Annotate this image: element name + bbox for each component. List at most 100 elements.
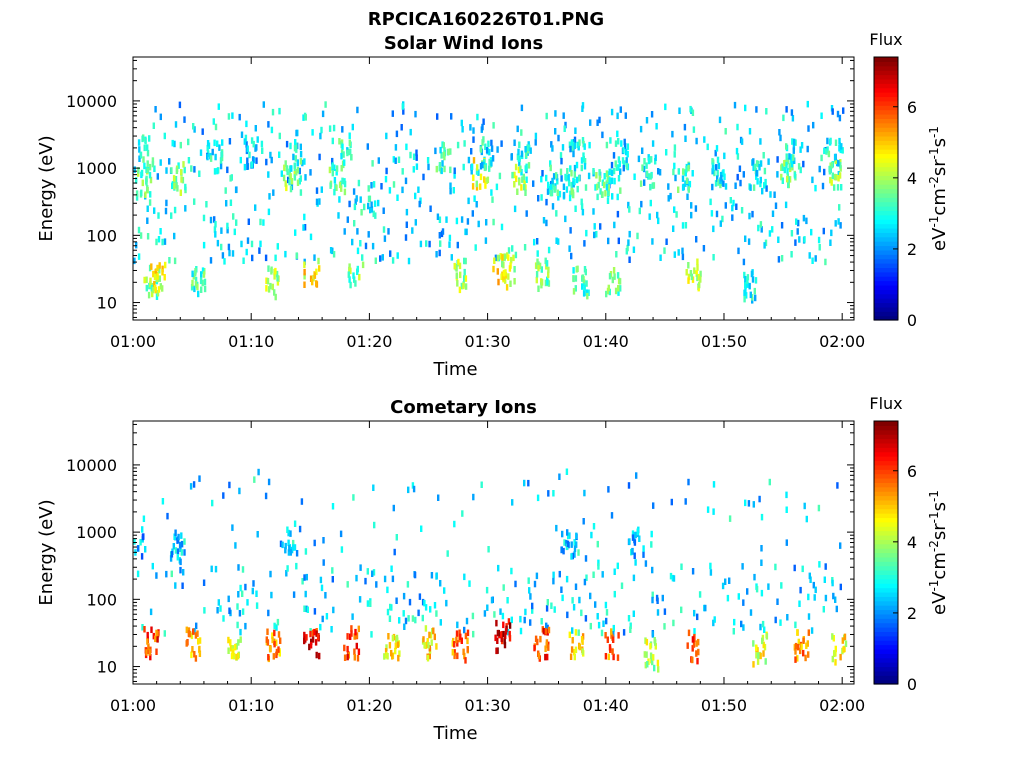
heatmap-cell	[147, 291, 151, 299]
heatmap-cell	[456, 652, 459, 660]
heatmap-cell	[811, 176, 814, 184]
heatmap-cell	[178, 101, 182, 109]
colorbar-segment	[874, 109, 898, 115]
heatmap-cell	[523, 244, 527, 251]
heatmap-cell	[381, 254, 384, 261]
heatmap-cell	[275, 639, 278, 646]
heatmap-cell	[414, 192, 417, 200]
heatmap-cell	[426, 655, 430, 662]
heatmap-cell	[759, 176, 762, 184]
heatmap-cell	[765, 185, 768, 192]
heatmap-cell	[640, 200, 643, 208]
heatmap-cell	[652, 502, 655, 509]
heatmap-cell	[584, 615, 588, 622]
heatmap-cell	[649, 199, 652, 207]
heatmap-cell	[681, 253, 685, 261]
heatmap-cell	[518, 159, 521, 167]
heatmap-cell	[551, 177, 554, 185]
heatmap-cell	[776, 156, 779, 163]
heatmap-cell	[818, 165, 821, 173]
heatmap-cell	[616, 272, 620, 279]
heatmap-cell	[255, 590, 258, 597]
heatmap-cell	[519, 627, 523, 635]
heatmap-cell	[585, 574, 588, 581]
heatmap-cell	[279, 637, 282, 644]
heatmap-cell	[605, 180, 608, 187]
heatmap-cell	[415, 163, 419, 170]
heatmap-cell	[745, 277, 749, 284]
heatmap-cell	[453, 172, 456, 179]
heatmap-cell	[292, 544, 295, 551]
heatmap-cell	[470, 148, 473, 155]
heatmap-cell	[507, 273, 510, 280]
heatmap-cell	[626, 150, 629, 158]
heatmap-cell	[472, 136, 475, 143]
colorbar-segment	[874, 74, 898, 80]
heatmap-cell	[564, 121, 567, 129]
heatmap-cell	[217, 599, 220, 606]
heatmap-cell	[258, 247, 261, 254]
colorbar-segment	[874, 561, 898, 567]
colorbar-segment	[874, 188, 898, 194]
heatmap-cell	[801, 565, 804, 573]
heatmap-cell	[565, 468, 569, 475]
heatmap-cell	[531, 602, 534, 610]
colorbar-unit-label: eV-1cm-2sr-1s-1	[927, 126, 950, 251]
heatmap-cell	[499, 608, 502, 615]
heatmap-cell	[144, 137, 147, 145]
heatmap-cell	[686, 193, 689, 200]
colorbar-title: Flux	[869, 394, 902, 413]
heatmap-cell	[465, 228, 468, 236]
heatmap-cell	[235, 653, 238, 661]
heatmap-cell	[783, 166, 786, 174]
heatmap-cell	[346, 216, 349, 223]
heatmap-cell	[482, 136, 485, 143]
heatmap-cell	[450, 254, 453, 261]
heatmap-cell	[289, 530, 292, 537]
heatmap-cell	[278, 151, 281, 158]
heatmap-cell	[786, 175, 789, 183]
heatmap-cell	[274, 293, 277, 301]
heatmap-cell	[269, 151, 272, 159]
heatmap-cell	[755, 644, 758, 651]
heatmap-cell	[149, 653, 152, 661]
heatmap-cell	[634, 559, 637, 566]
heatmap-cell	[467, 156, 471, 164]
colorbar-segment	[874, 267, 898, 273]
heatmap-cell	[788, 153, 791, 160]
heatmap-cell	[625, 157, 628, 164]
heatmap-cell	[581, 105, 584, 112]
heatmap-cell	[617, 632, 620, 639]
heatmap-cell	[831, 655, 834, 663]
heatmap-cell	[547, 246, 551, 254]
heatmap-cell	[328, 125, 332, 132]
heatmap-cell	[199, 149, 203, 156]
heatmap-cell	[340, 185, 343, 192]
heatmap-cell	[627, 482, 631, 489]
colorbar-segment	[874, 539, 898, 545]
heatmap-cell	[542, 627, 545, 635]
colorbar-segment	[874, 565, 898, 571]
heatmap-cell	[683, 123, 687, 131]
heatmap-cell	[303, 268, 306, 276]
heatmap-cell	[141, 526, 144, 533]
heatmap-cell	[833, 184, 836, 191]
y-tick-label: 10000	[66, 456, 117, 475]
heatmap-cell	[229, 639, 232, 646]
heatmap-cell	[649, 183, 652, 191]
heatmap-cell	[311, 629, 315, 637]
colorbar-segment	[874, 249, 898, 255]
heatmap-cell	[322, 559, 325, 566]
colorbar-segment	[874, 425, 898, 431]
heatmap-cell	[157, 286, 161, 293]
heatmap-cell	[269, 282, 272, 290]
heatmap-cell	[486, 176, 490, 184]
heatmap-cell	[226, 166, 229, 174]
heatmap-cell	[697, 638, 700, 646]
heatmap-cell	[496, 637, 499, 644]
heatmap-cell	[721, 582, 725, 590]
heatmap-cell	[562, 183, 566, 190]
heatmap-cell	[428, 652, 431, 660]
heatmap-cell	[149, 176, 153, 184]
